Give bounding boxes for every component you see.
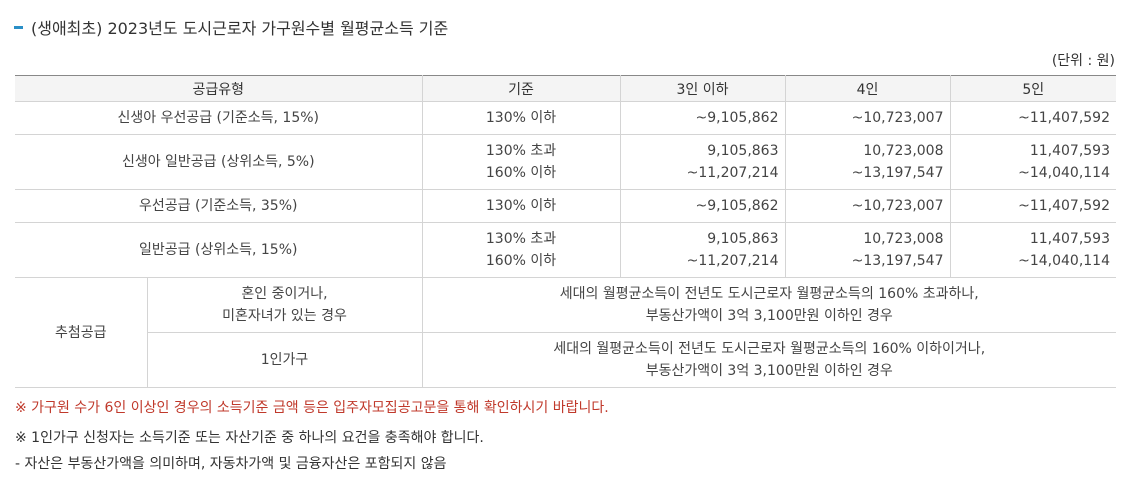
income-5-cell: 11,407,593 ~14,040,114	[949, 134, 1116, 190]
table-row: 신생아 우선공급 (기준소득, 15%) 130% 이하 ~9,105,862 …	[15, 101, 1116, 135]
header-4-persons: 4인	[784, 75, 951, 102]
note-asset-definition: - 자산은 부동산가액을 의미하며, 자동차가액 및 금융자산은 포함되지 않음	[15, 456, 447, 472]
header-5-persons: 5인	[949, 75, 1116, 102]
table-row: 우선공급 (기준소득, 35%) 130% 이하 ~9,105,862 ~10,…	[15, 189, 1116, 223]
header-criteria: 기준	[421, 75, 621, 102]
title-text: (생애최초) 2023년도 도시근로자 가구원수별 월평균소득 기준	[31, 19, 449, 38]
supply-type-cell: 우선공급 (기준소득, 35%)	[15, 189, 423, 223]
income-3-cell: 9,105,863 ~11,207,214	[619, 134, 786, 190]
income-5-cell: 11,407,593 ~14,040,114	[949, 222, 1116, 278]
income-criteria-table: 공급유형 기준 3인 이하 4인 5인 신생아 우선공급 (기준소득, 15%)…	[15, 75, 1116, 388]
income-4-cell: ~10,723,007	[784, 101, 951, 135]
table-header-row: 공급유형 기준 3인 이하 4인 5인	[15, 75, 1116, 102]
income-3-cell: 9,105,863 ~11,207,214	[619, 222, 786, 278]
table-row: 일반공급 (상위소득, 15%) 130% 초과 160% 이하 9,105,86…	[15, 222, 1116, 278]
notes: ※ 가구원 수가 6인 이상인 경우의 소득기준 금액 등은 입주자모집공고문을…	[15, 398, 609, 474]
table-row: 추첨공급 혼인 중이거나, 미혼자녀가 있는 경우 세대의 월평균소득이 전년도 …	[15, 277, 1116, 388]
income-5-cell: ~11,407,592	[949, 189, 1116, 223]
note-single-household: ※ 1인가구 신청자는 소득기준 또는 자산기준 중 하나의 요건을 충족해야 …	[15, 430, 484, 446]
table-row: 1인가구 세대의 월평균소득이 전년도 도시근로자 월평균소득의 160% 이하…	[15, 332, 1116, 388]
section-title: (생애최초) 2023년도 도시근로자 가구원수별 월평균소득 기준	[14, 15, 448, 39]
note-six-or-more: ※ 가구원 수가 6인 이상인 경우의 소득기준 금액 등은 입주자모집공고문을…	[15, 400, 609, 416]
income-4-cell: 10,723,008 ~13,197,547	[784, 134, 951, 190]
criteria-cell: 130% 이하	[421, 189, 621, 223]
lottery-description-cell: 세대의 월평균소득이 전년도 도시근로자 월평균소득의 160% 이하이거나, 부…	[421, 332, 1116, 388]
income-4-cell: ~10,723,007	[784, 189, 951, 223]
title-marker-icon	[14, 25, 23, 29]
income-3-cell: ~9,105,862	[619, 101, 786, 135]
lottery-label-cell: 추첨공급	[15, 277, 148, 388]
income-3-cell: ~9,105,862	[619, 189, 786, 223]
lottery-condition-cell: 1인가구	[147, 332, 423, 388]
income-4-cell: 10,723,008 ~13,197,547	[784, 222, 951, 278]
table-row: 신생아 일반공급 (상위소득, 5%) 130% 초과 160% 이하 9,105…	[15, 134, 1116, 190]
lottery-description-cell: 세대의 월평균소득이 전년도 도시근로자 월평균소득의 160% 초과하나, 부동…	[421, 277, 1116, 333]
supply-type-cell: 신생아 우선공급 (기준소득, 15%)	[15, 101, 423, 135]
lottery-condition-cell: 혼인 중이거나, 미혼자녀가 있는 경우	[146, 277, 423, 333]
criteria-cell: 130% 초과 160% 이하	[421, 222, 621, 278]
unit-label: (단위 : 원)	[1051, 53, 1115, 69]
criteria-cell: 130% 이하	[421, 101, 621, 135]
supply-type-cell: 일반공급 (상위소득, 15%)	[15, 222, 423, 278]
income-5-cell: ~11,407,592	[949, 101, 1116, 135]
criteria-cell: 130% 초과 160% 이하	[421, 134, 621, 190]
supply-type-cell: 신생아 일반공급 (상위소득, 5%)	[15, 134, 423, 190]
header-supply-type: 공급유형	[15, 75, 423, 102]
header-3-persons: 3인 이하	[619, 75, 786, 102]
